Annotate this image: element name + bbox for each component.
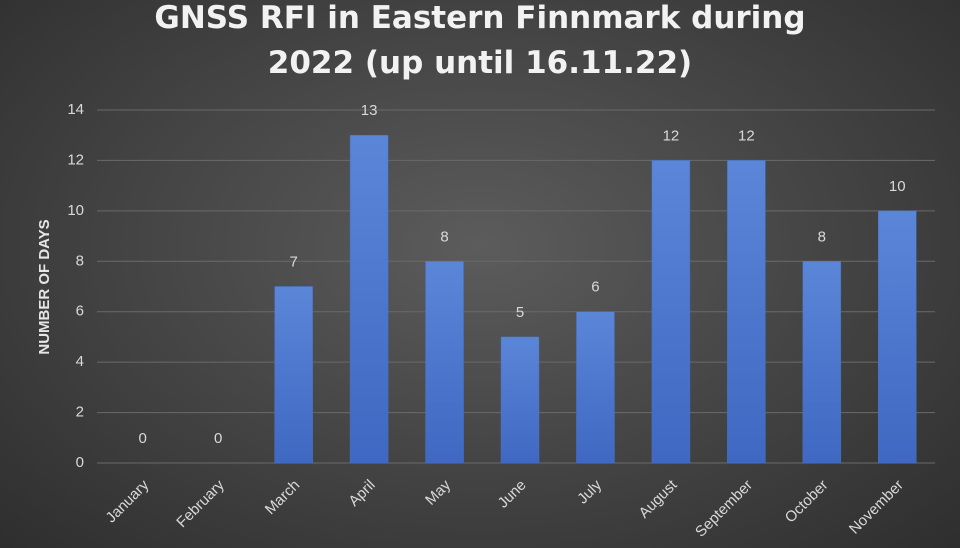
x-tick-label: October <box>782 477 832 527</box>
x-tick-label: March <box>262 477 303 518</box>
data-label: 7 <box>289 253 297 270</box>
y-axis-label: NUMBER OF DAYS <box>36 219 53 354</box>
chart-title: GNSS RFI in Eastern Finnmark during 2022… <box>154 0 806 81</box>
y-tick-label: 0 <box>76 454 84 471</box>
data-label: 5 <box>516 304 524 321</box>
data-label: 0 <box>139 430 147 447</box>
y-tick-label: 10 <box>67 202 84 219</box>
bar <box>727 160 766 464</box>
data-label: 12 <box>663 127 680 144</box>
x-tick-label: April <box>345 477 378 510</box>
bar <box>274 286 313 464</box>
y-tick-label: 6 <box>76 303 84 320</box>
x-tick-label: July <box>574 476 605 507</box>
x-tick-label: September <box>692 477 756 541</box>
x-tick-label: May <box>422 476 454 508</box>
data-label: 0 <box>214 430 222 447</box>
x-tick-label: June <box>495 477 530 512</box>
y-tick-label: 12 <box>67 151 84 168</box>
data-label: 6 <box>591 279 599 296</box>
y-tick-label: 8 <box>76 252 84 269</box>
bar <box>878 210 917 464</box>
bar <box>349 134 389 464</box>
y-tick-label: 14 <box>67 101 84 118</box>
bar <box>500 336 540 464</box>
y-tick-label: 2 <box>76 404 84 421</box>
data-label: 12 <box>738 127 755 144</box>
x-tick-label: February <box>173 476 228 531</box>
data-label: 8 <box>818 228 826 245</box>
data-label: 10 <box>889 178 906 195</box>
bar <box>576 311 615 464</box>
data-label: 8 <box>440 228 448 245</box>
x-tick-label: January <box>103 476 153 526</box>
data-label: 13 <box>361 102 378 119</box>
x-tick-label: November <box>846 477 907 538</box>
bar <box>425 261 464 464</box>
x-tick-label: August <box>635 476 681 522</box>
y-tick-label: 4 <box>76 353 84 370</box>
bar <box>802 261 842 464</box>
bar <box>651 160 691 464</box>
